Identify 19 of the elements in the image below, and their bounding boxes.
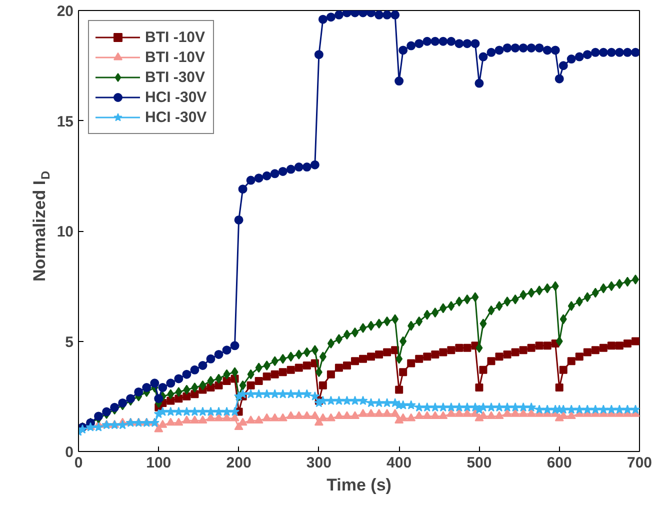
legend-label: BTI -10V: [145, 48, 206, 66]
y-tick-label: 20: [56, 3, 74, 20]
y-tick-label: 0: [65, 444, 74, 461]
legend-label: BTI -30V: [145, 68, 206, 86]
x-tick-label: 400: [386, 454, 412, 472]
legend-label: BTI -10V: [145, 28, 206, 46]
x-tick-label: 700: [626, 454, 652, 472]
x-axis-title: Time (s): [326, 476, 392, 494]
x-tick-label: 100: [146, 454, 172, 472]
x-tick-label: 200: [226, 454, 252, 472]
y-tick-label: 5: [65, 334, 74, 351]
legend-label: HCI -30V: [145, 108, 207, 126]
y-axis-title: Normalized ID: [30, 170, 52, 282]
legend-label: HCI -30V: [145, 88, 207, 106]
x-tick-label: 600: [546, 454, 572, 472]
x-tick-label: 500: [466, 454, 492, 472]
x-tick-label: 300: [306, 454, 332, 472]
y-tick-label: 10: [56, 224, 74, 240]
y-tick-label: 15: [56, 113, 74, 130]
